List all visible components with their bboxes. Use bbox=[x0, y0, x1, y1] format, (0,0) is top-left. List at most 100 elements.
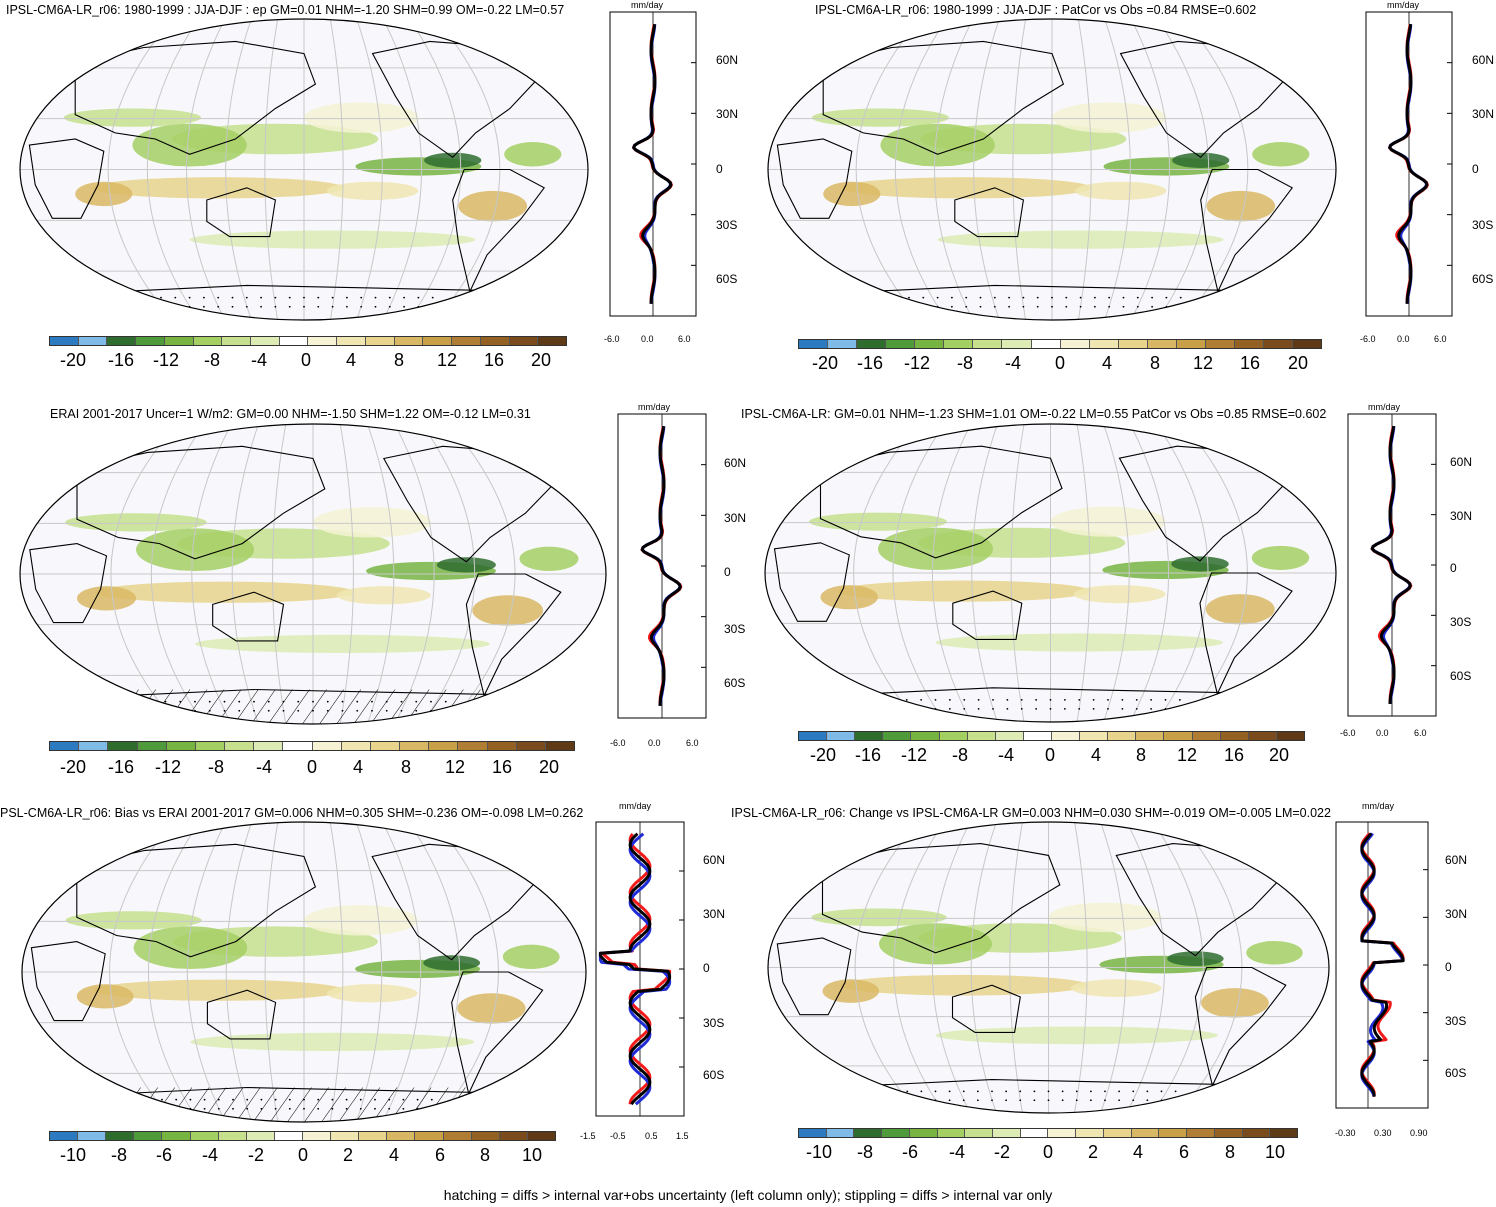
colorbar-swatch bbox=[1118, 340, 1148, 348]
graticule-meridian bbox=[272, 424, 287, 724]
precip-anomaly-region bbox=[423, 955, 481, 971]
colorbar-label: 20 bbox=[1268, 745, 1290, 765]
precip-anomaly-region bbox=[65, 911, 202, 930]
graticule-meridian bbox=[355, 822, 383, 1122]
lat-label-30s: 30S bbox=[1450, 615, 1472, 629]
stipple-dot bbox=[1135, 708, 1138, 710]
coastline bbox=[1200, 168, 1294, 294]
stipple-dot bbox=[430, 1107, 433, 1110]
stipple-dot bbox=[1121, 708, 1124, 710]
colorbar-swatch bbox=[1131, 1129, 1160, 1137]
stipple-dot bbox=[1178, 698, 1181, 701]
colorbar-label: -8 bbox=[951, 745, 968, 765]
graticule-meridian bbox=[1129, 19, 1170, 320]
graticule-meridian bbox=[973, 19, 1001, 320]
colorbar-label: -16 bbox=[856, 353, 883, 373]
colorbar-swatch bbox=[828, 340, 858, 348]
stipple-dot bbox=[920, 708, 923, 710]
colorbar-label: 0 bbox=[1054, 353, 1065, 373]
stipple-dot bbox=[948, 1090, 951, 1093]
map-border bbox=[764, 423, 1337, 723]
colorbar-label: 20 bbox=[1287, 353, 1309, 373]
colorbar-swatch bbox=[1076, 1129, 1104, 1137]
robinson-map bbox=[764, 423, 1337, 723]
stipple-dot bbox=[161, 1107, 163, 1110]
precip-anomaly-region bbox=[1050, 506, 1166, 537]
colorbar-label: 16 bbox=[483, 350, 505, 370]
colorbar-label: -8 bbox=[856, 1142, 873, 1162]
stipple-dot bbox=[992, 698, 994, 701]
colorbar-swatch bbox=[799, 1129, 827, 1137]
colorbar-swatch bbox=[883, 732, 912, 740]
colorbar-label: 6 bbox=[1178, 1142, 1189, 1162]
colorbar-label: -4 bbox=[250, 350, 267, 370]
stipple-dot bbox=[1104, 1090, 1106, 1093]
unit-label: mm/day bbox=[619, 801, 652, 811]
stipple-dot bbox=[1005, 1090, 1008, 1093]
black-profile-line bbox=[640, 426, 682, 706]
colorbar-swatch bbox=[1031, 340, 1061, 348]
stipple-dot bbox=[962, 1099, 965, 1102]
colorbar-swatch bbox=[516, 742, 546, 750]
colorbar-swatch bbox=[136, 337, 165, 345]
stipple-dot bbox=[1022, 305, 1025, 308]
precip-anomaly-region bbox=[472, 595, 544, 626]
stipple-dot bbox=[976, 1099, 979, 1102]
precip-anomaly-region bbox=[837, 580, 1091, 602]
precip-anomaly-region bbox=[63, 108, 202, 127]
stipple-dot bbox=[1047, 1090, 1050, 1093]
x-tick: -6.0 bbox=[1340, 728, 1356, 738]
x-tick: -0.30 bbox=[1335, 1128, 1356, 1138]
lat-label-30n: 30N bbox=[716, 107, 739, 121]
colorbar-label: -20 bbox=[59, 757, 86, 777]
graticule-meridian bbox=[225, 19, 253, 320]
precip-anomaly-region bbox=[326, 984, 418, 1003]
graticule-meridian bbox=[1150, 822, 1204, 1113]
colorbar-label: 12 bbox=[436, 350, 458, 370]
colorbar-label: 2 bbox=[342, 1145, 353, 1165]
robinson-map bbox=[21, 821, 587, 1123]
colorbar-swatch bbox=[1051, 732, 1081, 740]
colorbar-label: -16 bbox=[107, 757, 134, 777]
colorbar-swatch bbox=[1164, 732, 1193, 740]
colorbar-swatch bbox=[429, 742, 459, 750]
colorbar-swatch bbox=[79, 742, 109, 750]
robinson-map bbox=[19, 423, 607, 725]
colorbar-label: 10 bbox=[521, 1145, 543, 1165]
colorbar-label: 8 bbox=[1135, 745, 1146, 765]
graticule-meridian bbox=[1077, 19, 1092, 320]
colorbar-swatch bbox=[164, 337, 194, 345]
graticule-meridian bbox=[420, 424, 475, 724]
colorbar-label: -12 bbox=[903, 353, 930, 373]
lat-label-60s: 60S bbox=[1472, 272, 1494, 286]
colorbar-label: -2 bbox=[247, 1145, 264, 1165]
x-tick: 1.5 bbox=[676, 1131, 689, 1141]
coastline bbox=[776, 937, 852, 1016]
graticule-meridian bbox=[366, 424, 395, 724]
stipple-dot bbox=[1036, 305, 1039, 308]
graticule-meridian bbox=[931, 822, 972, 1113]
graticule-meridian bbox=[407, 19, 462, 320]
colorbar-swatch bbox=[1220, 732, 1249, 740]
panel-title: IPSL-CM6A-LR_r06: Change vs IPSL-CM6A-LR… bbox=[731, 806, 1331, 820]
stipple-dot bbox=[1164, 698, 1167, 701]
graticule-meridian bbox=[1012, 19, 1027, 320]
graticule-meridian bbox=[970, 822, 998, 1113]
precip-anomaly-region bbox=[504, 142, 562, 167]
coastline bbox=[30, 941, 106, 1022]
colorbar-swatch bbox=[909, 1129, 938, 1137]
colorbar-label: -16 bbox=[854, 745, 881, 765]
precip-anomaly-region bbox=[935, 1026, 1218, 1045]
colorbar-label: -4 bbox=[948, 1142, 965, 1162]
graticule-meridian bbox=[1155, 19, 1210, 320]
black-profile-line bbox=[632, 24, 673, 304]
stipple-dot bbox=[905, 698, 908, 701]
map-border bbox=[19, 423, 607, 725]
stipple-dot bbox=[1094, 305, 1096, 308]
panel-title: IPSL-CM6A-LR_r06: 1980-1999 : JJA-DJF : … bbox=[815, 3, 1257, 17]
precip-anomaly-region bbox=[1073, 585, 1166, 604]
stipple-dot bbox=[1179, 296, 1182, 299]
graticule-meridian bbox=[1010, 424, 1025, 722]
colorbar-label: -8 bbox=[203, 350, 220, 370]
colorbar-label: -8 bbox=[207, 757, 224, 777]
